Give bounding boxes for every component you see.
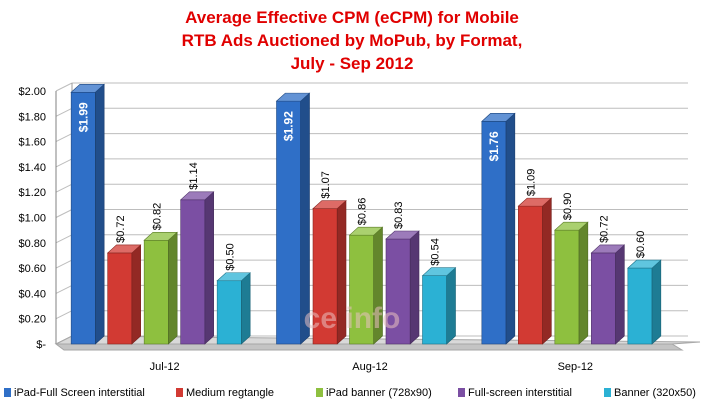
- bar-top: [275, 92, 311, 102]
- bar-side: [131, 244, 141, 345]
- bar-top: [421, 267, 457, 276]
- watermark-logo: ce info: [304, 302, 401, 335]
- legend-swatch: [458, 388, 465, 397]
- gridline-depth-8: [55, 133, 73, 143]
- data-label: $1.07: [320, 171, 332, 199]
- chart-floor-edge: [54, 343, 684, 351]
- bar-top: [106, 244, 142, 254]
- bar-side: [409, 230, 420, 345]
- bar: [143, 239, 169, 345]
- legend-label: Banner (320x50): [614, 387, 696, 399]
- gridline-depth-9: [55, 107, 73, 117]
- y-tick-label: $1.40: [18, 162, 46, 174]
- bar-side: [651, 259, 662, 345]
- bar-top: [143, 231, 178, 241]
- x-tick-label: Sep-12: [558, 361, 593, 373]
- bar-top: [627, 259, 662, 269]
- gridline-depth-7: [55, 158, 73, 168]
- legend-swatch: [176, 388, 183, 397]
- data-label: $0.90: [562, 193, 574, 221]
- data-label: $0.82: [151, 203, 163, 231]
- legend-label: iPad banner (728x90): [326, 387, 432, 399]
- data-label: $0.83: [393, 201, 405, 229]
- data-label: $0.50: [224, 243, 236, 271]
- bar-top: [517, 197, 553, 207]
- bar-side: [95, 83, 105, 345]
- bar-top: [385, 230, 420, 240]
- y-tick-label: $1.20: [18, 187, 46, 199]
- x-tick-label: Jul-12: [150, 361, 180, 373]
- bar-top: [70, 83, 105, 93]
- bar-top: [554, 221, 589, 231]
- bar-side: [578, 221, 589, 345]
- data-label: $0.72: [598, 215, 610, 243]
- x-tick-label: Aug-12: [352, 361, 387, 373]
- bar-side: [446, 267, 456, 345]
- bar: [216, 280, 242, 345]
- y-tick-label: $-: [36, 339, 46, 351]
- bar-top: [312, 200, 347, 209]
- gridline-depth-10: [55, 82, 73, 92]
- bar: [180, 199, 206, 345]
- bar: [107, 252, 133, 345]
- bar: [518, 205, 543, 345]
- gridline-depth-2: [55, 284, 73, 294]
- legend-label: iPad-Full Screen interstitial: [14, 387, 145, 399]
- y-tick-label: $1.00: [18, 213, 46, 225]
- data-label: $0.60: [635, 231, 647, 259]
- y-tick-label: $0.80: [18, 238, 46, 250]
- chart-title-line-3: July - Sep 2012: [291, 54, 414, 73]
- y-tick-label: $2.00: [18, 86, 46, 98]
- bar: [422, 275, 448, 345]
- bar: [385, 238, 411, 345]
- legend-label: Medium regtangle: [186, 387, 274, 399]
- legend-swatch: [316, 388, 323, 397]
- bar-side: [241, 272, 251, 345]
- chart-title-line-2: RTB Ads Auctioned by MoPub, by Format,: [182, 31, 523, 50]
- y-tick-label: $0.60: [18, 263, 46, 275]
- data-label: $1.99: [76, 102, 90, 132]
- data-label: $1.76: [487, 131, 501, 161]
- gridline-depth-1: [55, 310, 73, 320]
- data-label: $0.72: [115, 215, 127, 243]
- legend-label: Full-screen interstitial: [468, 387, 572, 399]
- gridline-depth-6: [55, 183, 73, 193]
- bar: [591, 252, 616, 345]
- bar-side: [168, 231, 178, 345]
- y-tick-label: $0.20: [18, 314, 46, 326]
- gridline-depth-5: [55, 209, 73, 218]
- bar-top: [481, 113, 516, 122]
- bar: [481, 121, 507, 345]
- bar-top: [590, 244, 626, 254]
- bar-side: [542, 197, 552, 345]
- y-tick-label: $1.60: [18, 137, 46, 149]
- y-tick-label: $0.40: [18, 288, 46, 300]
- data-label: $1.14: [188, 162, 200, 190]
- data-label: $0.86: [357, 198, 369, 226]
- bar-side: [615, 244, 625, 345]
- bar-side: [505, 112, 516, 345]
- legend-swatch: [4, 388, 11, 397]
- bar-side: [204, 191, 214, 345]
- legend-swatch: [604, 388, 611, 397]
- bar-top: [179, 191, 215, 201]
- gridline-depth-3: [55, 259, 73, 269]
- chart-title-line-1: Average Effective CPM (eCPM) for Mobile: [185, 8, 519, 27]
- bar: [627, 267, 653, 345]
- bar-top: [348, 226, 384, 236]
- data-label: $0.54: [430, 238, 442, 266]
- data-label: $1.92: [282, 111, 296, 141]
- data-label: $1.09: [525, 169, 537, 197]
- bar: [554, 229, 580, 345]
- y-tick-label: $1.80: [18, 111, 46, 123]
- gridline-depth-4: [55, 234, 73, 244]
- bar: [312, 208, 338, 345]
- bar-top: [216, 272, 251, 282]
- bar: [349, 234, 375, 345]
